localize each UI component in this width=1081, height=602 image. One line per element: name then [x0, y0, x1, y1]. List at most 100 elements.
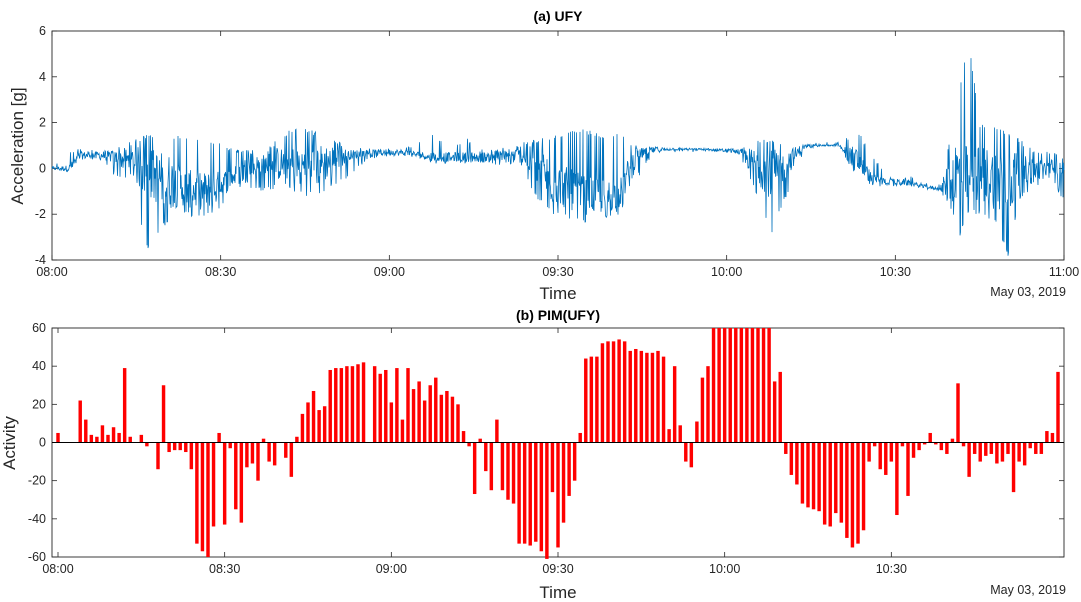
chart-b-bar: [328, 369, 332, 443]
chart-b-bar: [889, 442, 894, 462]
chart-b-bar: [450, 396, 455, 443]
chart-b-date-label: May 03, 2019: [990, 583, 1066, 597]
chart-b-bar: [767, 328, 771, 443]
chart-b-bar: [561, 442, 566, 523]
chart-b-bar: [345, 366, 349, 443]
chart-b-bar: [750, 328, 755, 443]
chart-b-bar: [389, 402, 394, 443]
chart-b-bar: [661, 356, 666, 443]
chart-b-bar: [84, 419, 88, 443]
chart-b-bar: [167, 442, 171, 453]
chart-b-bar: [495, 419, 499, 443]
chart-b-bar: [906, 442, 910, 496]
chart-b-bar: [722, 328, 727, 443]
chart-b-bar: [711, 328, 716, 443]
chart-b-bar: [806, 442, 810, 508]
chart-b-ytick-label: -40: [28, 512, 46, 526]
chart-b-bar: [178, 442, 182, 451]
chart-b-bar: [622, 341, 627, 443]
chart-b-bar: [689, 442, 694, 468]
chart-b-bar: [545, 442, 549, 559]
chart-a-xtick-label: 10:30: [880, 265, 911, 279]
chart-b-ytick-label: 60: [32, 321, 46, 335]
chart-b-bar: [878, 442, 882, 470]
chart-b-bar: [972, 442, 977, 454]
chart-b-xtick-label: 08:30: [209, 562, 240, 576]
chart-b-bar: [172, 442, 177, 451]
chart-a-xtick-label: 10:00: [711, 265, 742, 279]
chart-b-bar: [289, 442, 294, 477]
chart-b-bar: [1045, 431, 1049, 443]
chart-b-bar: [828, 442, 832, 527]
chart-a-ytick-label: -4: [35, 253, 46, 267]
chart-b-bar: [439, 394, 444, 443]
chart-b-bar: [422, 400, 427, 443]
chart-b-bar: [950, 438, 955, 443]
chart-b-bar: [461, 431, 466, 443]
chart-b-bar: [384, 369, 388, 443]
chart-a-ytick-label: -2: [35, 207, 46, 221]
chart-b-bar: [1022, 442, 1027, 466]
chart-b-bar: [1017, 442, 1021, 462]
chart-b-ytick-label: -60: [28, 550, 46, 564]
chart-b-bar: [456, 404, 460, 443]
chart-a-ytick-label: 0: [39, 161, 46, 175]
chart-b-bar: [484, 442, 488, 472]
chart-b-bar: [211, 442, 216, 527]
chart-b-bar: [934, 442, 938, 445]
chart-b-bar: [517, 442, 521, 544]
chart-b-bar: [717, 328, 721, 443]
chart-b-bar: [372, 366, 377, 443]
chart-b-xtick-label: 09:30: [542, 562, 573, 576]
chart-b-bar: [961, 442, 966, 447]
chart-b-bar: [161, 385, 166, 443]
chart-a-date-label: May 03, 2019: [990, 285, 1066, 299]
chart-b-bar: [250, 442, 255, 464]
chart-a-xtick-label: 08:30: [205, 265, 236, 279]
chart-b-bar: [128, 436, 132, 443]
chart-b-bar: [539, 442, 544, 552]
chart-b-bar: [339, 368, 344, 443]
chart-b-bar: [628, 350, 632, 443]
chart-b-bar: [434, 377, 438, 443]
chart-b-bar: [822, 442, 827, 525]
chart-b-bar: [556, 442, 560, 548]
chart-a-ytick-label: 2: [39, 116, 46, 130]
chart-b-xtick-label: 10:30: [876, 562, 907, 576]
chart-b-bar: [684, 442, 688, 462]
chart-b-bar: [678, 425, 682, 443]
chart-b-bar: [139, 434, 144, 443]
chart-b-bar: [967, 442, 971, 477]
chart-b-bar: [922, 442, 927, 445]
chart-b-bar: [611, 341, 616, 443]
chart-b-bar: [489, 442, 494, 491]
chart-b-bar: [956, 383, 960, 443]
chart-b-bar: [667, 429, 671, 443]
chart-b-bar: [856, 442, 860, 544]
chart-b-bar: [911, 442, 916, 458]
chart-b-bar: [567, 442, 571, 496]
chart-b-bar: [184, 442, 188, 453]
chart-a-series: [51, 58, 1065, 256]
chart-b-xtick-label: 10:00: [709, 562, 740, 576]
chart-b-bar: [978, 442, 982, 462]
chart-b-xlabel: Time: [539, 583, 576, 602]
chart-b-bar: [395, 368, 399, 443]
chart-b-bar: [528, 442, 532, 546]
chart-b-bar: [100, 425, 105, 443]
chart-a-xtick-label: 11:00: [1049, 265, 1079, 279]
chart-a-xtick-label: 08:00: [36, 265, 67, 279]
chart-b-bar: [639, 350, 644, 443]
chart-b-bar: [189, 442, 194, 470]
chart-b-bar: [578, 432, 582, 443]
chart-b-bar: [300, 413, 305, 443]
chart-b-bar: [700, 377, 705, 443]
chart-a-plot-area: [51, 30, 1065, 261]
chart-b-bar: [534, 442, 538, 542]
chart-b-bar: [1006, 442, 1010, 454]
chart-b-bar: [584, 358, 588, 443]
chart-b-bar: [89, 434, 94, 443]
chart-b-xtick-label: 08:00: [42, 562, 73, 576]
chart-b-bar: [739, 328, 744, 443]
chart-b-bar: [361, 362, 366, 443]
